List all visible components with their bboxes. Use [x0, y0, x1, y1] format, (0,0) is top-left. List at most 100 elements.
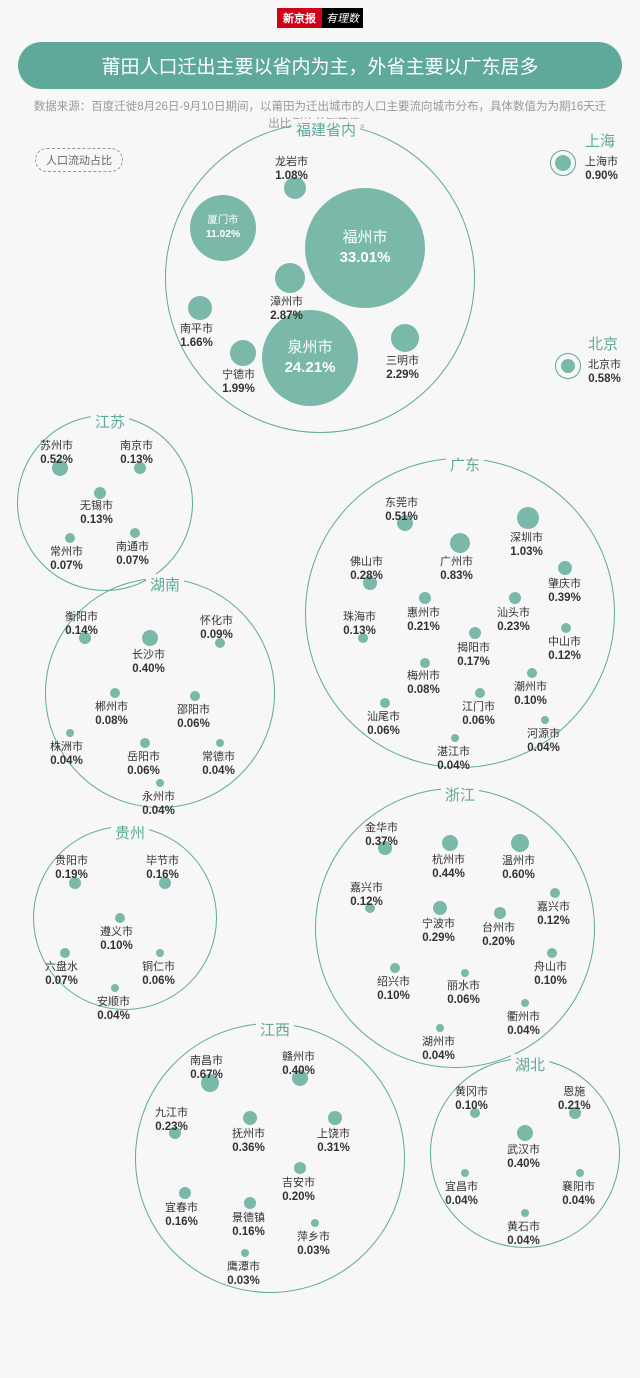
bubble-guangdong-3: [558, 561, 572, 575]
group-label-hunan: 湖南: [146, 574, 184, 595]
group-label-jiangsu: 江苏: [91, 411, 129, 432]
bubble-label-guangdong-3: 肇庆市0.39%: [548, 578, 581, 607]
bubble-label-guangdong-9: 珠海市0.13%: [343, 611, 376, 640]
title-banner: 莆田人口迁出主要以省内为主，外省主要以广东居多: [18, 42, 622, 89]
bubble-label-hunan-7: 常德市0.04%: [202, 751, 235, 780]
bubble-label-guizhou-1: 毕节市0.16%: [146, 855, 179, 884]
bubble-label-fujian-6: 宁德市1.99%: [222, 369, 255, 398]
bubble-label-guangdong-5: 惠州市0.21%: [407, 607, 440, 636]
bubble-guizhou-3: [60, 948, 70, 958]
logo-bar: 新京报有理数: [0, 0, 640, 32]
bubble-label-guangdong-6: 汕头市0.23%: [497, 607, 530, 636]
single-dot-shanghai: [555, 155, 571, 171]
bubble-label-zhejiang-2: 金华市0.37%: [365, 822, 398, 851]
bubble-label-zhejiang-4: 宁波市0.29%: [422, 918, 455, 947]
bubble-label-guangdong-1: 东莞市0.51%: [385, 497, 418, 526]
bubble-label-jiangxi-8: 萍乡市0.03%: [297, 1231, 330, 1260]
bubble-fujian-7: [188, 296, 212, 320]
bubble-label-hunan-8: 永州市0.04%: [142, 791, 175, 820]
bubble-guangdong-2: [450, 533, 470, 553]
chart-canvas: 人口流动占比福建省内江苏广东湖南浙江贵州江西湖北上海上海市0.90%北京北京市0…: [0, 148, 640, 1378]
single-province-shanghai: 上海: [585, 130, 615, 151]
bubble-hubei-2: [517, 1125, 533, 1141]
bubble-label-jiangxi-5: 吉安市0.20%: [282, 1177, 315, 1206]
logo-black: 有理数: [322, 8, 363, 28]
bubble-jiangxi-8: [311, 1219, 319, 1227]
bubble-zhejiang-10: [521, 999, 529, 1007]
bubble-guangdong-5: [419, 592, 431, 604]
bubble-hunan-7: [216, 739, 224, 747]
group-label-zhejiang: 浙江: [441, 784, 479, 805]
bubble-guangdong-12: [475, 688, 485, 698]
bubble-label-jiangxi-2: 抚州市0.36%: [232, 1128, 265, 1157]
bubble-label-hubei-5: 黄石市0.04%: [507, 1221, 540, 1250]
bubble-jiangxi-9: [241, 1249, 249, 1257]
bubble-guizhou-2: [115, 913, 125, 923]
bubble-fujian-5: [391, 324, 419, 352]
bubble-label-hunan-4: 邵阳市0.06%: [177, 704, 210, 733]
bubble-guangdong-0: [517, 507, 539, 529]
bubble-label-fujian-5: 三明市2.29%: [386, 355, 419, 384]
bubble-hunan-8: [156, 779, 164, 787]
bubble-label-jiangxi-7: 景德镇0.16%: [232, 1212, 265, 1241]
bubble-label-hunan-0: 衡阳市0.14%: [65, 611, 98, 640]
bubble-label-hubei-3: 宜昌市0.04%: [445, 1181, 478, 1210]
bubble-guangdong-6: [509, 592, 521, 604]
bubble-label-jiangxi-9: 鹰潭市0.03%: [227, 1261, 260, 1290]
bubble-jiangxi-6: [179, 1187, 191, 1199]
single-label-beijing: 北京市0.58%: [588, 359, 621, 388]
bubble-label-guizhou-2: 遵义市0.10%: [100, 926, 133, 955]
bubble-label-jiangxi-4: 九江市0.23%: [155, 1107, 188, 1136]
bubble-guangdong-14: [541, 716, 549, 724]
bubble-fujian-3: [275, 263, 305, 293]
bubble-label-zhejiang-10: 衢州市0.04%: [507, 1011, 540, 1040]
bubble-label-jiangsu-4: 常州市0.07%: [50, 546, 83, 575]
group-label-guizhou: 贵州: [111, 822, 149, 843]
bubble-hunan-5: [66, 729, 74, 737]
bubble-label-zhejiang-3: 嘉兴市0.12%: [537, 901, 570, 930]
bubble-zhejiang-3: [550, 888, 560, 898]
legend-pill: 人口流动占比: [35, 148, 123, 172]
bubble-label-zhejiang-6: 嘉兴市0.12%: [350, 882, 383, 911]
bubble-zhejiang-5: [494, 907, 506, 919]
bubble-label-guangdong-14: 河源市0.04%: [527, 728, 560, 757]
bubble-guizhou-4: [156, 949, 164, 957]
group-label-fujian: 福建省内: [292, 119, 360, 140]
bubble-label-guangdong-12: 江门市0.06%: [462, 701, 495, 730]
bubble-label-hubei-0: 黄冈市0.10%: [455, 1086, 488, 1115]
bubble-label-guangdong-13: 汕尾市0.06%: [367, 711, 400, 740]
bubble-guangdong-15: [451, 734, 459, 742]
bubble-hunan-3: [110, 688, 120, 698]
bubble-label-guangdong-4: 佛山市0.28%: [350, 556, 383, 585]
bubble-zhejiang-4: [433, 901, 447, 915]
single-province-beijing: 北京: [588, 333, 618, 354]
bubble-jiangxi-5: [294, 1162, 306, 1174]
bubble-label-guangdong-8: 中山市0.12%: [548, 636, 581, 665]
bubble-guizhou-5: [111, 984, 119, 992]
bubble-zhejiang-7: [547, 948, 557, 958]
bubble-label-hubei-4: 襄阳市0.04%: [562, 1181, 595, 1210]
group-label-guangdong: 广东: [446, 454, 484, 475]
bubble-label-guizhou-3: 六盘水0.07%: [45, 961, 78, 990]
bubble-label-hubei-1: 恩施0.21%: [558, 1086, 591, 1115]
bubble-label-fujian-4: 龙岩市1.08%: [275, 156, 308, 185]
group-jiangxi: [135, 1023, 405, 1293]
bubble-label-guizhou-4: 铜仁市0.06%: [142, 961, 175, 990]
bubble-label-guangdong-15: 湛江市0.04%: [437, 746, 470, 775]
bubble-guangdong-7: [469, 627, 481, 639]
bubble-hubei-5: [521, 1209, 529, 1217]
bubble-jiangxi-2: [243, 1111, 257, 1125]
bubble-label-guangdong-10: 梅州市0.08%: [407, 670, 440, 699]
bubble-guangdong-11: [527, 668, 537, 678]
single-dot-beijing: [561, 359, 575, 373]
bubble-label-guizhou-5: 安顺市0.04%: [97, 996, 130, 1025]
bubble-zhejiang-11: [436, 1024, 444, 1032]
group-label-hubei: 湖北: [511, 1054, 549, 1075]
bubble-jiangxi-3: [328, 1111, 342, 1125]
bubble-fujian-6: [230, 340, 256, 366]
group-label-jiangxi: 江西: [256, 1019, 294, 1040]
bubble-label-fujian-7: 南平市1.66%: [180, 323, 213, 352]
bubble-label-hunan-3: 郴州市0.08%: [95, 701, 128, 730]
bubble-jiangsu-2: [94, 487, 106, 499]
bubble-label-guizhou-0: 贵阳市0.19%: [55, 855, 88, 884]
